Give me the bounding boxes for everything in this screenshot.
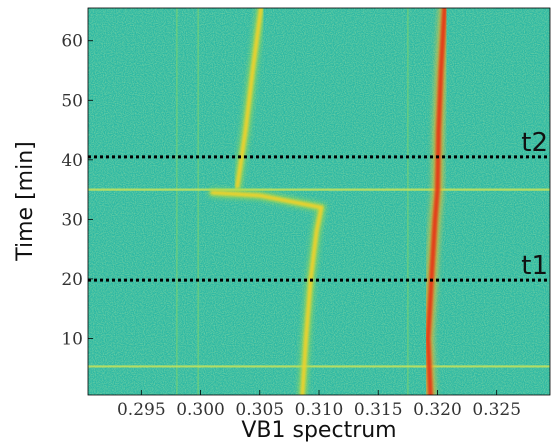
noise-texture: [88, 8, 550, 395]
y-axis-label: Time [min]: [13, 141, 38, 262]
vertical-bands: [176, 8, 409, 395]
y-axis-ticks: 10 20 30 40 50 60: [61, 32, 93, 349]
y-tick-label: 60: [61, 32, 83, 52]
marker-label-t1: t1: [521, 251, 548, 281]
spectral-traces: [208, 8, 451, 395]
x-tick-label: 0.315: [354, 400, 403, 420]
time-markers: t1 t2: [88, 128, 550, 282]
y-tick-label: 40: [61, 151, 83, 171]
x-axis-ticks: 0.295 0.300 0.305 0.310 0.315 0.320 0.325: [117, 390, 521, 420]
x-axis-label: VB1 spectrum: [241, 418, 396, 443]
x-tick-label: 0.295: [117, 400, 166, 420]
marker-label-t2: t2: [521, 128, 548, 158]
plot-area: [88, 8, 550, 395]
x-tick-label: 0.305: [235, 400, 284, 420]
trace-dominant-line: [425, 8, 448, 395]
trace-drifting-line-late: [235, 8, 263, 189]
y-tick-label: 20: [61, 270, 83, 290]
trace-drifting-line-early: [210, 190, 324, 395]
x-tick-label: 0.310: [295, 400, 344, 420]
y-tick-label: 50: [61, 91, 83, 111]
x-tick-label: 0.325: [472, 400, 521, 420]
y-tick-label: 30: [61, 210, 83, 230]
horizontal-bands: [88, 188, 550, 368]
x-tick-label: 0.320: [413, 400, 462, 420]
x-tick-label: 0.300: [176, 400, 225, 420]
y-tick-label: 10: [61, 329, 83, 349]
